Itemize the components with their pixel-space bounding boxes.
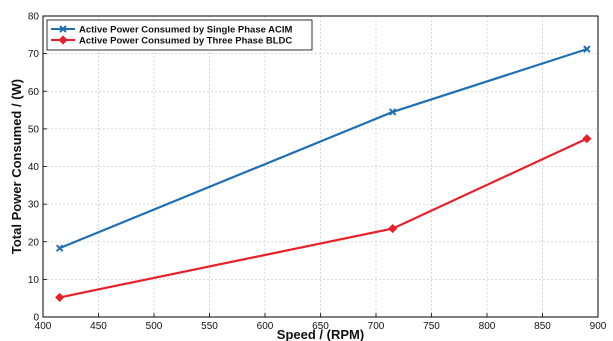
x-tick-label: 800 (479, 321, 496, 332)
data-point (55, 292, 65, 303)
legend-item: Active Power Consumed by Single Phase AC… (51, 25, 293, 36)
data-point (583, 45, 591, 53)
x-tick-label: 900 (590, 321, 607, 332)
x-tick-label: 500 (146, 321, 163, 332)
data-point (55, 244, 64, 252)
legend-item: Active Power Consumed by Three Phase BLD… (51, 35, 292, 47)
y-tick-label: 0 (33, 313, 39, 324)
x-tick-label: 450 (90, 321, 107, 332)
x-tick-label: 550 (201, 321, 218, 332)
y-tick-label: 10 (28, 275, 40, 286)
legend: Active Power Consumed by Single Phase AC… (46, 19, 313, 51)
data-point (58, 35, 68, 45)
legend-box (46, 19, 313, 51)
data-point (388, 108, 397, 116)
series-line (59, 137, 588, 299)
series (55, 45, 592, 303)
y-axis-ticks: 0 10 20 30 40 50 60 70 80 (28, 12, 47, 324)
x-tick-label: 600 (257, 321, 274, 332)
series-line (59, 48, 588, 250)
x-tick-label: 650 (312, 321, 329, 332)
x-tick-label: 850 (534, 321, 551, 332)
legend-label: Active Power Consumed by Single Phase AC… (79, 25, 293, 36)
x-tick-label: 700 (368, 321, 385, 332)
x-tick-label: 400 (35, 321, 52, 332)
y-tick-label: 60 (28, 87, 40, 98)
data-point (388, 224, 398, 234)
y-axis-title: Total Power Consumed / (W) (9, 79, 24, 254)
y-tick-label: 70 (28, 49, 40, 60)
data-point (582, 134, 592, 144)
y-tick-label: 40 (28, 162, 40, 173)
y-tick-label: 20 (28, 237, 40, 248)
y-tick-label: 80 (28, 12, 40, 23)
x-axis-ticks: 400 450 500 550 600 650 700 750 800 850 900 (35, 313, 607, 332)
legend-label: Active Power Consumed by Three Phase BLD… (79, 36, 292, 47)
x-axis-title: Speed / (RPM) (277, 327, 364, 341)
grid (43, 16, 598, 317)
data-point (59, 25, 67, 33)
y-tick-label: 30 (28, 200, 40, 211)
x-tick-label: 750 (423, 321, 440, 332)
y-tick-label: 50 (28, 124, 40, 135)
